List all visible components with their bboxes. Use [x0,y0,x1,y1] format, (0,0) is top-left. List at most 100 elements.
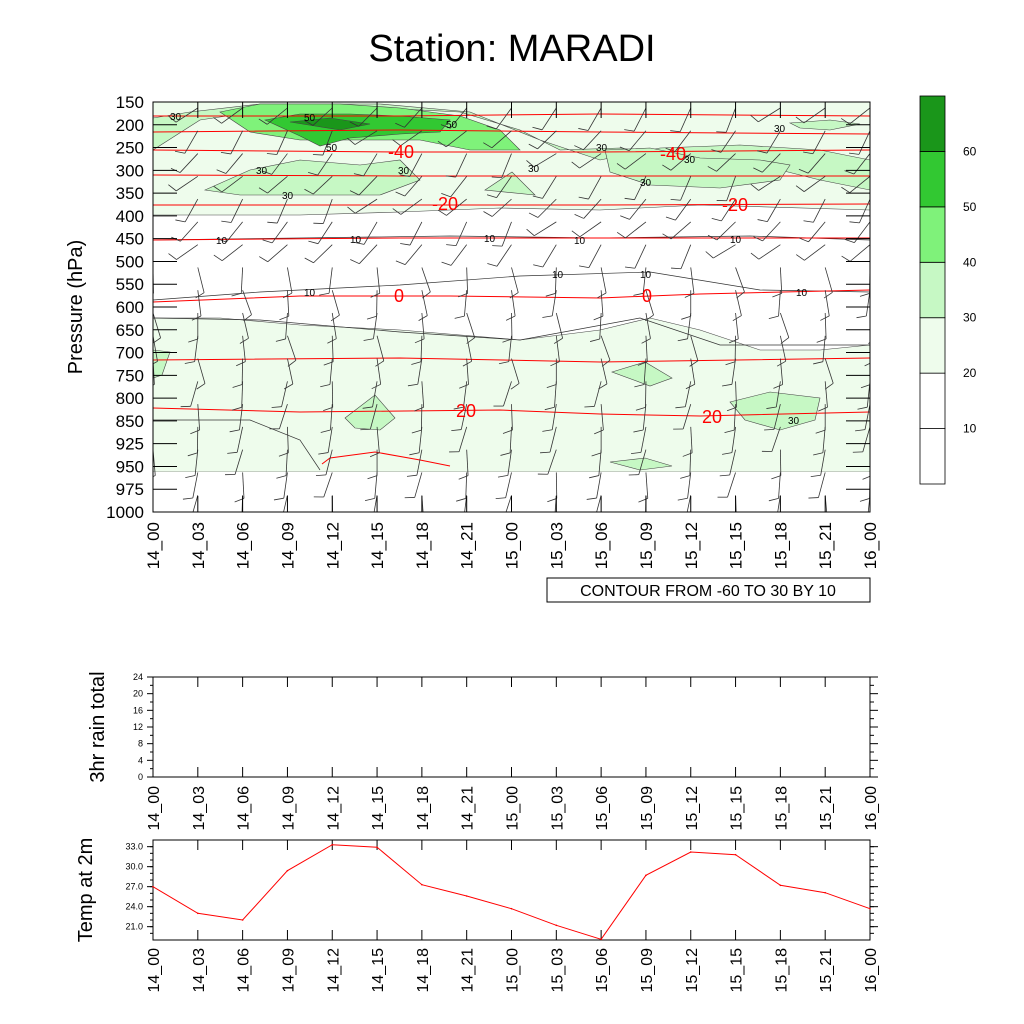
humidity-contour-label: 50 [304,113,316,124]
wind-barb-feather [330,314,340,322]
y-tick-label: 24.0 [125,902,143,912]
wind-barb-staff [283,472,288,499]
humidity-region-patch-750 [611,361,673,387]
wind-barb-feather [685,383,695,390]
x-tick-label: 15_12 [682,522,701,569]
y-tick-label: 650 [116,321,144,340]
temp-data-point [421,883,423,886]
wind-barb-staff [285,312,288,339]
wind-barb-feather [841,255,851,262]
humidity-contour-label: 10 [552,270,564,281]
x-tick-label: 15_21 [818,948,835,993]
wind-barb-feather [593,315,604,321]
wind-barb-staff [670,221,692,240]
wind-barb-staff [450,244,468,266]
wind-barb-staff [716,221,736,241]
wind-barb-staff [555,312,563,339]
wind-barb-feather [574,214,584,219]
wind-barb-feather [675,406,686,409]
wind-barb-feather [229,429,240,433]
wind-barb-feather [757,150,768,154]
x-tick-label: 15_15 [729,948,746,993]
temp-x-axis: 14_00 14_03 14_06 14_09 14_12 14_15 14_18 14_21… [146,840,880,993]
wind-barb-feather [395,122,405,128]
wind-barb-feather [320,429,331,433]
x-tick-label: 16_00 [861,522,880,569]
wind-barb-feather [768,497,779,502]
temp-plot-frame [152,839,871,941]
wind-barb-staff [184,198,199,223]
wind-barb-staff [376,426,380,453]
y-tick-label: 925 [116,435,144,454]
wind-barb-feather [620,215,630,220]
wind-barb-staff [645,312,651,339]
wind-barb-staff [421,267,431,293]
wind-barb-staff [645,290,654,316]
wind-barb-staff [404,244,423,265]
y-tick-label: 21.0 [125,922,143,932]
wind-barb-staff [175,107,199,123]
wind-barb-feather [369,452,380,458]
wind-barb-staff [363,153,378,177]
x-tick-label: 14_09 [278,522,297,569]
humidity-contour-label: 10 [216,236,228,247]
colorbar-label: 30 [963,311,977,325]
temp-data-point [241,919,244,921]
wind-barb-staff [807,153,826,174]
colorbar-box [919,151,946,208]
temp-contour-label: -40 [660,144,686,164]
wind-barb-feather [722,452,733,455]
y-tick-label: 30.0 [125,862,143,872]
temperature-contour-lines [153,113,870,467]
wind-barb-staff [645,472,649,499]
humidity-region-left-30 [203,159,421,196]
x-tick-label: 14_00 [146,786,163,831]
y-tick-label: 500 [116,252,144,271]
temp-contour-minus20 [153,203,870,206]
wind-barb-staff [508,335,512,362]
wind-barb-staff [313,244,333,264]
colorbar-box [919,95,946,152]
wind-barb-feather [860,384,870,389]
wind-barb-staff [450,176,468,198]
wind-barb-staff [689,449,692,476]
wind-barb-staff [409,153,423,177]
wind-barb-feather [553,337,563,344]
wind-barb-feather [732,315,742,322]
wind-barb-staff [735,381,737,408]
humidity-contour-label-group: 30 50 50 50 30 30 30 30 30 30 30 30 10 1… [170,112,808,427]
wind-barb-staff [511,267,519,293]
humidity-contour-label: 30 [788,416,800,427]
humidity-region-patch-950 [609,457,673,471]
wind-barb-feather [411,361,422,365]
temperature-panel: 21.024.027.030.033.0 14_00 14_03 14_06 14_0… [75,838,880,993]
wind-barb-staff [418,426,423,453]
wind-barb-feather [798,168,809,174]
x-tick-label: 16_00 [863,786,880,831]
wind-barb-staff [596,472,602,499]
wind-barb-staff [594,381,602,407]
wind-barb-feather [347,137,356,145]
temp-contour-label: -20 [432,194,458,214]
wind-barb-feather [584,520,594,521]
wind-barb-feather [392,208,402,215]
temp-series-line [152,844,871,940]
wind-barb-staff [813,198,826,223]
wind-barb-staff [633,107,647,132]
wind-barb-feather [153,293,154,295]
wind-barb-feather [662,164,672,171]
humidity-contour-label: 10 [574,236,586,247]
wind-barb-feather [184,361,195,364]
x-tick-label: 14_21 [460,948,477,993]
y-tick-label: 33.0 [125,842,143,852]
wind-barb-feather [441,261,452,266]
wind-barb-staff [598,449,602,476]
wind-barb-staff [858,130,870,155]
wind-barb-feather [542,315,553,318]
wind-barb-feather [495,497,506,500]
rain-plot-frame [152,676,871,778]
wind-barb-feather [510,383,520,390]
wind-barb-staff [555,335,560,362]
wind-barb-staff [331,312,337,339]
wind-barb-staff [541,107,557,131]
